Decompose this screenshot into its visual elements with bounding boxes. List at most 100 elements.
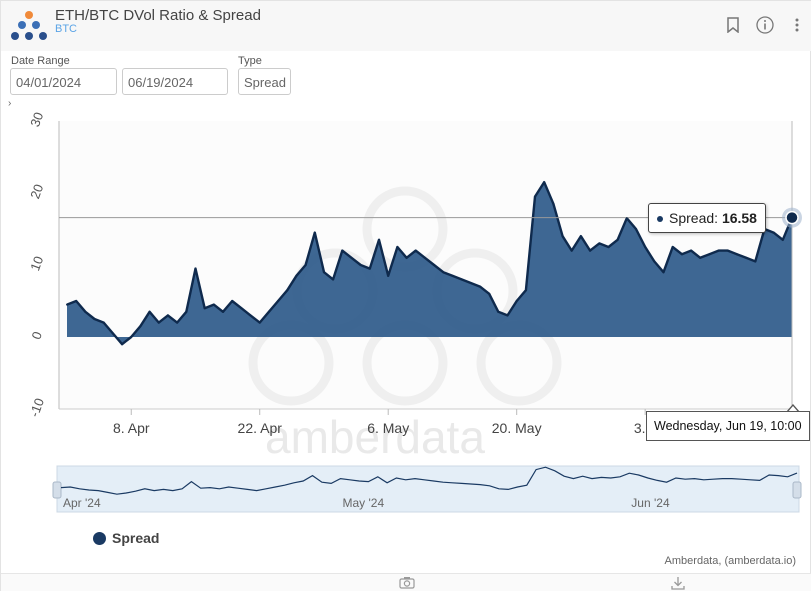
y-tick-label: 10 [27, 254, 46, 273]
start-date-input[interactable]: 04/01/2024 [10, 68, 117, 95]
data-point [506, 314, 509, 317]
data-point [222, 310, 225, 313]
data-point [524, 289, 527, 292]
navigator[interactable]: Apr '24 May '24 Jun '24 [52, 465, 802, 513]
info-icon[interactable] [756, 16, 774, 34]
series-tooltip: Spread: 16.58 [648, 203, 766, 233]
amberdata-watermark: amberdata [248, 186, 562, 463]
data-point [708, 253, 711, 256]
expand-chevron-icon[interactable]: › [8, 98, 12, 109]
data-point [75, 300, 78, 302]
data-point [488, 292, 491, 295]
data-point [267, 310, 270, 313]
data-point [442, 271, 445, 274]
type-label: Type [238, 55, 262, 67]
chart-subtitle: BTC [55, 23, 77, 35]
data-point [634, 228, 637, 230]
data-point [212, 303, 215, 306]
legend-label: Spread [112, 530, 160, 546]
data-point [166, 314, 169, 317]
hover-point[interactable] [785, 210, 799, 225]
logo-icon [11, 11, 47, 40]
data-point [607, 246, 610, 248]
data-point [772, 231, 775, 234]
y-tick-label: -10 [27, 396, 48, 419]
data-point [497, 310, 500, 313]
data-point [176, 321, 179, 324]
data-point [534, 195, 537, 198]
data-point [579, 235, 582, 238]
data-point [93, 318, 96, 320]
data-point [148, 310, 151, 313]
data-point [396, 246, 399, 248]
data-point [286, 289, 289, 292]
credits-text[interactable]: Amberdata, (amberdata.io) [664, 555, 796, 567]
data-point [598, 242, 601, 245]
card-header: ETH/BTC DVol Ratio & Spread BTC [1, 1, 811, 51]
spread-area [67, 182, 792, 345]
data-point [350, 256, 353, 259]
data-point [322, 271, 325, 274]
end-date-input[interactable]: 06/19/2024 [122, 68, 228, 95]
data-point [378, 238, 381, 241]
date-tooltip: Wednesday, Jun 19, 10:00 [646, 411, 810, 441]
data-point [478, 285, 481, 288]
data-point [157, 321, 160, 324]
watermark-text: amberdata [265, 411, 485, 463]
data-point [341, 249, 344, 252]
data-point [451, 274, 454, 277]
data-point [662, 271, 665, 274]
x-tick-label: 8. Apr [113, 420, 150, 436]
navigator-tick-label: Jun '24 [631, 496, 670, 510]
data-point [231, 300, 234, 302]
navigator-handle-right[interactable] [792, 481, 802, 499]
data-point [745, 256, 748, 259]
data-point [304, 264, 307, 266]
legend-swatch-icon [93, 531, 106, 545]
data-point [469, 282, 472, 284]
data-point [653, 260, 656, 263]
data-point [644, 246, 647, 248]
data-point [414, 249, 417, 252]
data-point [258, 321, 261, 324]
bookmark-icon[interactable] [724, 16, 742, 34]
more-vertical-icon[interactable] [788, 16, 806, 34]
legend-item-spread[interactable]: Spread [93, 530, 159, 546]
data-point [84, 310, 87, 313]
data-point [561, 235, 564, 238]
data-point [111, 332, 114, 335]
data-point [552, 202, 555, 205]
camera-icon[interactable] [399, 576, 415, 591]
data-point [690, 249, 693, 252]
navigator-series-line [60, 466, 798, 495]
data-point [726, 249, 729, 252]
data-point [185, 310, 188, 313]
data-point [66, 303, 68, 306]
chart-title: ETH/BTC DVol Ratio & Spread [55, 7, 261, 24]
data-point [717, 249, 720, 252]
data-point [570, 249, 573, 252]
series-dot-icon [657, 216, 663, 223]
data-point [781, 238, 784, 241]
navigator-handle-left[interactable] [52, 481, 62, 499]
data-point [194, 267, 197, 270]
data-point [249, 314, 252, 317]
data-point [203, 307, 206, 310]
x-tick-label: 6. May [367, 420, 409, 436]
date-range-label: Date Range [11, 55, 70, 67]
navigator-tick-label: Apr '24 [63, 496, 101, 510]
data-point [295, 274, 298, 277]
data-point [405, 256, 408, 259]
type-select[interactable]: Spread [238, 68, 291, 95]
data-point [240, 307, 243, 310]
navigator-tick-label: May '24 [342, 496, 384, 510]
data-point [368, 267, 371, 270]
data-point [121, 343, 124, 346]
data-point [460, 278, 463, 281]
download-icon[interactable] [671, 576, 685, 591]
data-point [313, 231, 316, 234]
data-point [735, 253, 738, 256]
data-point [359, 264, 362, 266]
